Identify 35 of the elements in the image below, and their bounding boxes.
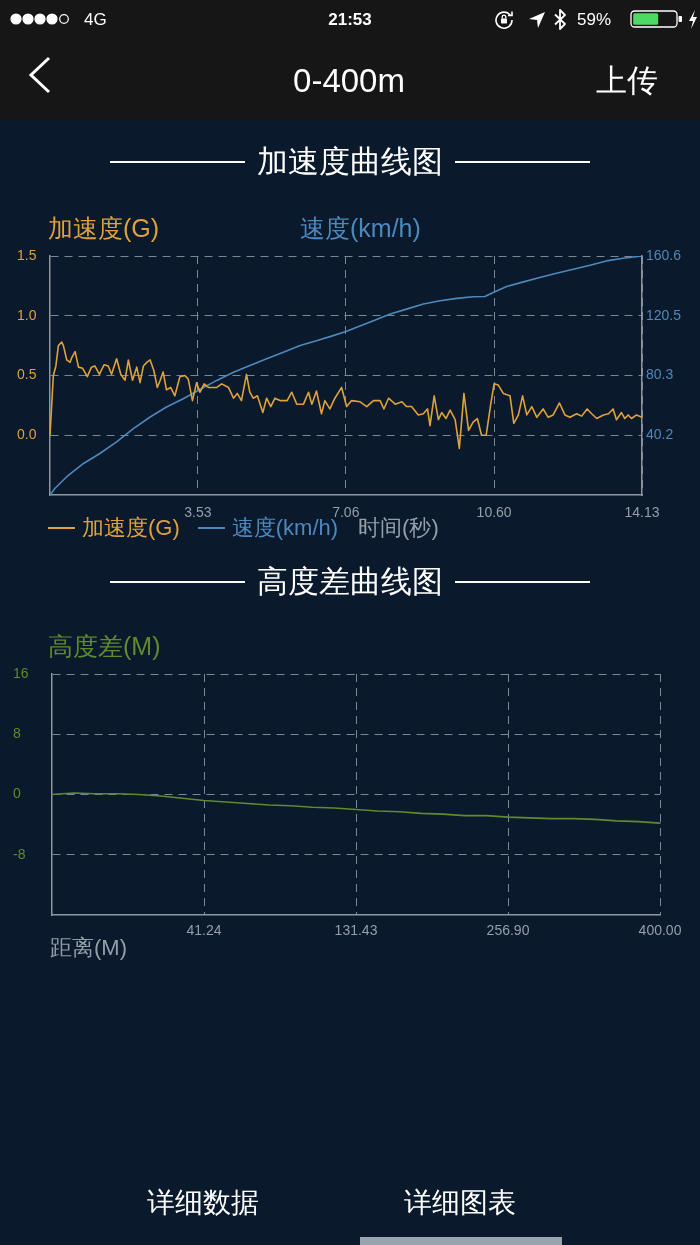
chart-title: 高度差曲线图 bbox=[257, 563, 443, 601]
y2-axis-title: 速度(km/h) bbox=[300, 212, 421, 244]
x-axis-title: 时间(秒) bbox=[358, 515, 439, 542]
chart-title: 加速度曲线图 bbox=[257, 143, 443, 181]
y2-tick-label: 120.5 bbox=[646, 306, 682, 323]
y-tick-label: 0.0 bbox=[17, 426, 37, 443]
y-axis-title: 高度差(M) bbox=[48, 630, 161, 662]
text: 0-400m bbox=[293, 60, 405, 101]
text: 详细数据 bbox=[147, 1185, 259, 1220]
x-tick-label: 3.53 bbox=[184, 504, 212, 521]
y-tick-label: -8 bbox=[13, 845, 26, 862]
text: 59% bbox=[577, 8, 612, 30]
y-tick-label: 1.0 bbox=[17, 306, 37, 323]
x-axis-title: 距离(M) bbox=[50, 934, 127, 962]
y-tick-label: 0.5 bbox=[17, 366, 37, 383]
x-tick-label: 400.00 bbox=[638, 922, 682, 939]
x-tick-label: 41.24 bbox=[186, 922, 222, 939]
y2-tick-label: 160.6 bbox=[646, 246, 682, 263]
text: 21:53 bbox=[328, 8, 372, 30]
text: 详细图表 bbox=[404, 1185, 516, 1220]
x-tick-label: 256.90 bbox=[486, 922, 530, 939]
y2-tick-label: 80.3 bbox=[646, 366, 674, 383]
x-tick-label: 131.43 bbox=[334, 922, 378, 939]
legend-label: 速度(km/h) bbox=[231, 515, 339, 542]
x-tick-label: 14.13 bbox=[624, 504, 660, 521]
y-tick-label: 8 bbox=[13, 725, 21, 742]
legend-label: 加速度(G) bbox=[82, 514, 180, 542]
y-tick-label: 16 bbox=[13, 664, 29, 681]
y-tick-label: 1.5 bbox=[17, 246, 37, 263]
y-tick-label: 0 bbox=[13, 785, 21, 802]
y-axis-title: 加速度(G) bbox=[48, 212, 160, 244]
x-tick-label: 10.60 bbox=[476, 504, 512, 521]
y2-tick-label: 40.2 bbox=[646, 426, 674, 443]
text: 上传 bbox=[596, 61, 658, 100]
text: 4G bbox=[84, 8, 107, 30]
